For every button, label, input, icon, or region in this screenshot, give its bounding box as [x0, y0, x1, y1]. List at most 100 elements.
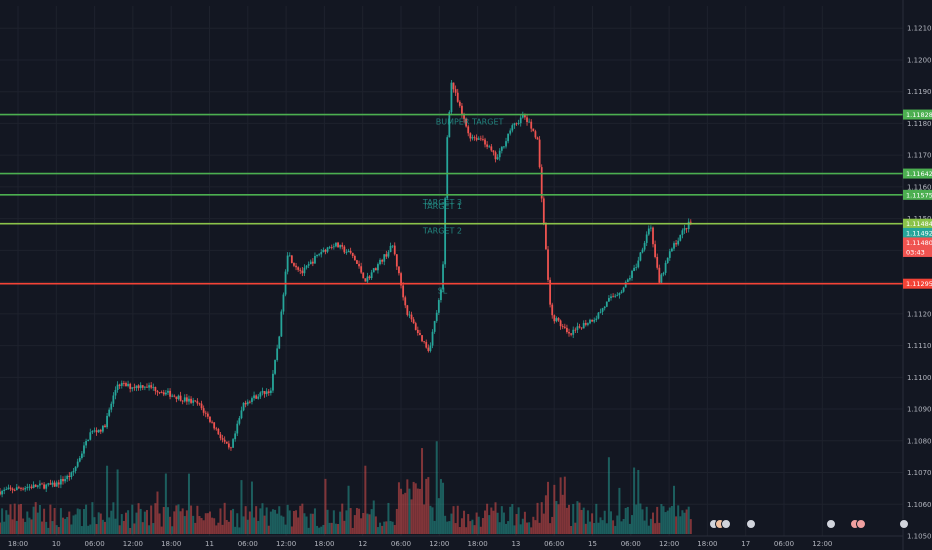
- candle-body: [616, 294, 619, 296]
- volume-bar: [43, 508, 46, 534]
- volume-bar: [171, 526, 174, 534]
- volume-bar: [511, 504, 514, 534]
- candle-body: [578, 326, 581, 328]
- candle-body: [561, 326, 564, 327]
- volume-bar: [206, 513, 209, 534]
- volume-bar: [601, 520, 604, 534]
- candle-body: [670, 248, 673, 252]
- candle-body: [473, 137, 476, 139]
- level-price-tag-text: 1.11484: [906, 220, 932, 228]
- candle-body: [477, 138, 480, 140]
- volume-bar: [133, 523, 136, 534]
- candle-body: [150, 385, 153, 388]
- price-tick-label: 1.10500: [907, 533, 932, 541]
- candle-body: [377, 264, 379, 271]
- volume-bar: [148, 525, 151, 534]
- event-marker-icon[interactable]: [746, 519, 756, 529]
- candle-body: [17, 487, 20, 489]
- candle-body: [116, 384, 119, 390]
- candle-body: [664, 262, 667, 273]
- candle-body: [70, 472, 73, 478]
- event-marker-icon[interactable]: [899, 519, 909, 529]
- volume-bar: [584, 523, 587, 534]
- candle-body: [301, 270, 304, 274]
- candle-body: [177, 395, 180, 400]
- candle-body: [127, 383, 129, 387]
- volume-bar: [11, 519, 14, 534]
- candle-body: [251, 398, 253, 402]
- candle-body: [427, 347, 430, 351]
- current-price-tag-text: 1.11492: [906, 229, 932, 237]
- candle-body: [95, 430, 98, 433]
- volume-bar: [127, 510, 130, 534]
- volume-bar: [108, 517, 111, 534]
- volume-bar: [591, 513, 594, 534]
- volume-bar: [477, 516, 480, 534]
- volume-bar: [89, 524, 92, 534]
- volume-bar: [154, 503, 157, 534]
- candle-body: [324, 249, 327, 252]
- volume-bar: [13, 503, 16, 534]
- volume-bar: [465, 527, 468, 534]
- candle-body: [0, 491, 1, 495]
- price-tick-label: 1.11700: [907, 152, 932, 160]
- candle-body: [242, 402, 245, 411]
- candle-body: [433, 320, 436, 332]
- candle-body: [557, 318, 560, 321]
- candle-body: [513, 123, 516, 126]
- candle-body: [68, 475, 71, 478]
- volume-bar: [425, 478, 428, 534]
- event-marker-icon[interactable]: [721, 519, 731, 529]
- candle-body: [316, 254, 318, 256]
- current-price-tag-text: 1.11480: [906, 239, 932, 247]
- candle-body: [30, 486, 33, 488]
- candle-body: [230, 447, 232, 449]
- volume-bar: [162, 506, 165, 534]
- candle-body: [43, 484, 45, 489]
- volume-bar: [72, 515, 75, 534]
- volume-bar: [568, 504, 571, 534]
- volume-bar: [435, 441, 438, 534]
- time-tick-label: 13: [511, 540, 520, 548]
- candle-body: [542, 198, 545, 224]
- candle-body: [528, 121, 531, 123]
- candle-body: [59, 479, 62, 485]
- candle-body: [238, 418, 241, 424]
- volume-bar: [326, 509, 329, 534]
- candle-body: [406, 305, 409, 315]
- volume-bar: [208, 511, 211, 534]
- volume-bar: [349, 508, 352, 534]
- candle-body: [555, 318, 558, 322]
- candle-body: [440, 289, 442, 301]
- volume-bar: [410, 499, 413, 534]
- candle-body: [328, 246, 331, 248]
- volume-bar: [187, 473, 190, 534]
- event-marker-icon[interactable]: [856, 519, 866, 529]
- volume-bar: [614, 525, 617, 534]
- volume-bar: [643, 520, 646, 534]
- candle-body: [7, 487, 10, 490]
- volume-bar: [236, 513, 239, 534]
- candle-body: [566, 327, 568, 333]
- candle-body: [582, 323, 585, 329]
- candle-body: [647, 228, 650, 235]
- volume-bar: [51, 521, 54, 534]
- candle-body: [118, 384, 121, 386]
- candle-body: [13, 490, 16, 491]
- candle-body: [666, 257, 669, 263]
- candle-body: [551, 304, 554, 316]
- volume-bars: [0, 441, 692, 534]
- event-markers[interactable]: [709, 519, 909, 529]
- candle-body: [137, 385, 140, 389]
- candle-body: [219, 434, 222, 439]
- time-axis[interactable]: 18:00 10 06:00 12:00 18:00 11 06:00 12:00 18:00 1…: [8, 540, 832, 548]
- grid: [0, 6, 903, 537]
- candle-body: [206, 413, 209, 417]
- candle-body: [74, 466, 77, 471]
- volume-bar: [211, 517, 214, 534]
- volume-bar: [219, 508, 222, 534]
- event-marker-icon[interactable]: [826, 519, 836, 529]
- candle-body: [381, 259, 384, 262]
